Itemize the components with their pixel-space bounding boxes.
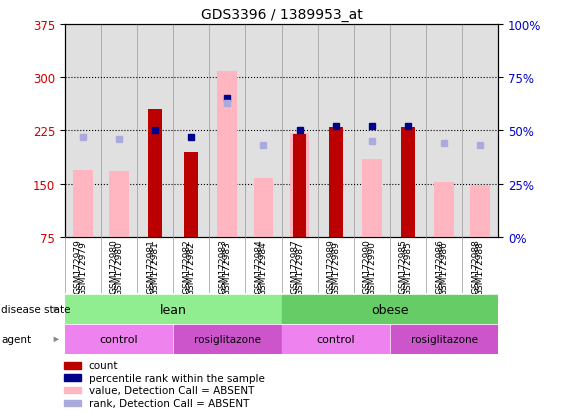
Text: percentile rank within the sample: percentile rank within the sample <box>88 373 265 383</box>
Bar <box>245 25 282 237</box>
Text: GSM172985: GSM172985 <box>404 240 413 295</box>
Bar <box>101 25 137 237</box>
Title: GDS3396 / 1389953_at: GDS3396 / 1389953_at <box>200 8 363 22</box>
Bar <box>470 186 490 237</box>
Bar <box>426 25 462 237</box>
Bar <box>64 375 81 381</box>
Text: rosiglitazone: rosiglitazone <box>410 335 477 344</box>
Bar <box>73 170 93 237</box>
Bar <box>293 135 306 237</box>
Bar <box>462 25 498 237</box>
Bar <box>390 25 426 237</box>
Bar <box>109 171 129 237</box>
Bar <box>65 25 101 237</box>
Text: control: control <box>316 335 355 344</box>
Bar <box>354 25 390 237</box>
Bar <box>174 325 281 354</box>
Text: GSM172984: GSM172984 <box>259 240 268 295</box>
Bar <box>362 159 382 237</box>
Text: obese: obese <box>371 303 409 316</box>
Bar <box>401 128 415 237</box>
Text: agent: agent <box>1 335 32 344</box>
Text: rosiglitazone: rosiglitazone <box>194 335 261 344</box>
Text: GSM172982: GSM172982 <box>187 240 196 295</box>
Text: GSM172987: GSM172987 <box>295 240 304 295</box>
Text: GSM172989: GSM172989 <box>331 240 340 295</box>
Text: GSM172980: GSM172980 <box>114 240 123 295</box>
Text: GSM172983: GSM172983 <box>223 240 232 295</box>
Bar <box>289 133 310 237</box>
Bar <box>64 400 81 406</box>
Bar <box>184 152 198 237</box>
Text: GSM172990: GSM172990 <box>367 240 376 295</box>
Bar <box>209 25 245 237</box>
Bar <box>329 128 342 237</box>
Bar <box>65 295 281 324</box>
Bar <box>253 179 274 237</box>
Bar <box>282 325 389 354</box>
Text: GSM172988: GSM172988 <box>476 240 485 295</box>
Bar <box>318 25 354 237</box>
Bar <box>64 387 81 394</box>
Bar <box>173 25 209 237</box>
Bar <box>391 325 498 354</box>
Text: GSM172986: GSM172986 <box>440 240 449 295</box>
Bar <box>282 25 318 237</box>
Bar <box>65 325 172 354</box>
Bar <box>217 72 237 237</box>
Text: control: control <box>100 335 138 344</box>
Bar <box>64 362 81 369</box>
Text: lean: lean <box>160 303 186 316</box>
Bar <box>137 25 173 237</box>
Bar <box>282 295 498 324</box>
Text: rank, Detection Call = ABSENT: rank, Detection Call = ABSENT <box>88 398 249 408</box>
Text: count: count <box>88 361 118 370</box>
Bar <box>434 183 454 237</box>
Bar <box>148 110 162 237</box>
Text: disease state: disease state <box>1 304 70 314</box>
Text: GSM172979: GSM172979 <box>78 240 87 295</box>
Text: value, Detection Call = ABSENT: value, Detection Call = ABSENT <box>88 385 254 395</box>
Text: GSM172981: GSM172981 <box>150 240 159 295</box>
